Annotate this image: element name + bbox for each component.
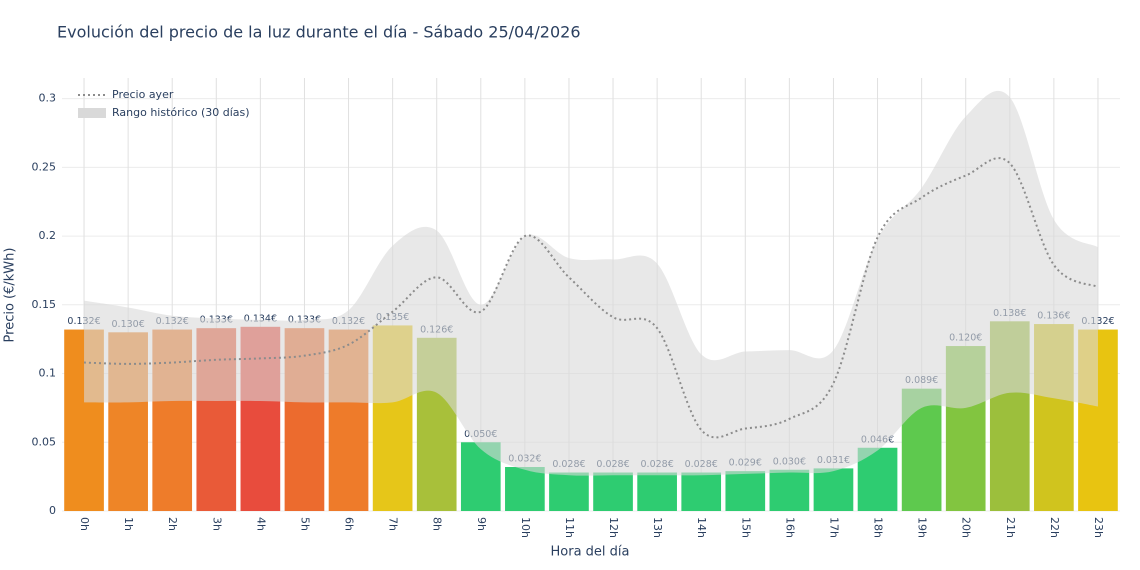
y-tick-label: 0.25: [32, 160, 57, 173]
y-tick-label: 0.3: [39, 92, 57, 105]
bar: [769, 469, 810, 511]
bar: [725, 471, 766, 511]
x-tick-label: 10h: [519, 517, 532, 538]
x-tick-label: 3h: [210, 517, 223, 531]
x-tick-label: 6h: [343, 517, 356, 531]
x-axis-label: Hora del día: [551, 545, 630, 560]
y-tick-label: 0: [49, 504, 56, 517]
x-tick-label: 7h: [387, 517, 400, 531]
bar: [505, 467, 545, 511]
x-tick-label: 23h: [1092, 517, 1105, 538]
x-tick-label: 17h: [827, 517, 840, 538]
x-tick-label: 13h: [651, 517, 664, 538]
x-tick-label: 14h: [695, 517, 708, 538]
value-label: 0.134€: [244, 313, 277, 324]
x-tick-label: 5h: [298, 517, 311, 531]
x-tick-label: 9h: [475, 517, 488, 531]
y-tick-label: 0.2: [39, 229, 57, 242]
x-tick-label: 19h: [916, 517, 929, 538]
legend-label: Rango histórico (30 días): [112, 106, 250, 119]
x-tick-label: 11h: [563, 517, 576, 538]
bar: [637, 472, 677, 511]
x-tick-label: 2h: [166, 517, 179, 531]
x-tick-label: 12h: [607, 517, 620, 538]
bar: [813, 468, 854, 511]
y-tick-label: 0.1: [39, 367, 57, 380]
x-tick-label: 22h: [1048, 517, 1061, 538]
y-axis-label: Precio (€/kWh): [3, 248, 18, 343]
x-tick-label: 4h: [254, 517, 267, 531]
x-tick-label: 8h: [431, 517, 444, 531]
x-tick-label: 0h: [78, 517, 91, 531]
legend-label: Precio ayer: [112, 88, 174, 101]
y-tick-label: 0.15: [32, 298, 57, 311]
range-band: [84, 90, 1098, 476]
bar: [593, 472, 633, 511]
y-tick-label: 0.05: [32, 435, 57, 448]
x-tick-label: 20h: [960, 517, 973, 538]
x-tick-label: 15h: [739, 517, 752, 538]
bar: [549, 472, 589, 511]
x-tick-label: 16h: [783, 517, 796, 538]
x-tick-label: 18h: [872, 517, 885, 538]
x-tick-label: 21h: [1004, 517, 1017, 538]
bar: [681, 472, 722, 511]
x-tick-label: 1h: [122, 517, 135, 531]
legend-swatch: [78, 108, 106, 118]
chart-title: Evolución del precio de la luz durante e…: [57, 23, 581, 42]
